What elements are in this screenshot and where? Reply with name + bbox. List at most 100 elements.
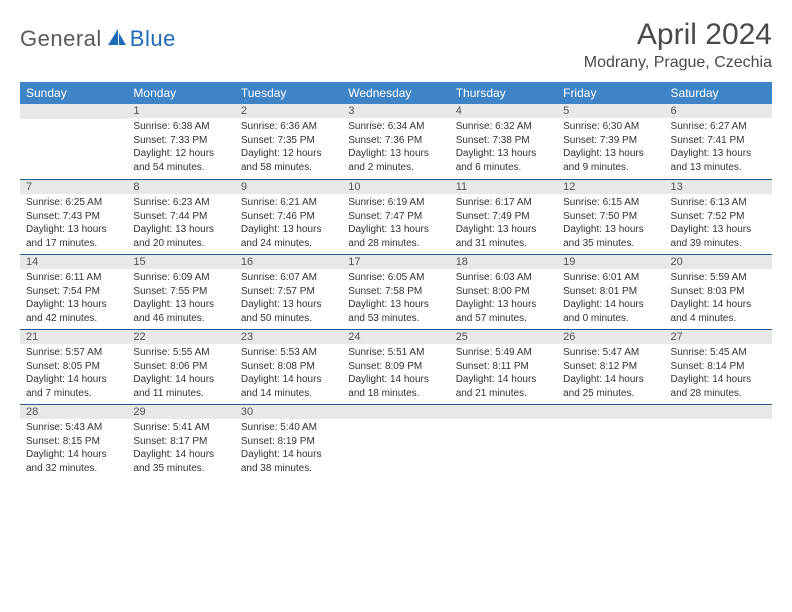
sunrise-text: Sunrise: 6:15 AM — [563, 196, 658, 210]
logo-text-blue: Blue — [130, 26, 176, 52]
sun-info: Sunrise: 5:59 AMSunset: 8:03 PMDaylight:… — [665, 269, 772, 329]
daylight-text: Daylight: 12 hours and 54 minutes. — [133, 147, 228, 174]
calendar-header-row: SundayMondayTuesdayWednesdayThursdayFrid… — [20, 82, 772, 104]
daylight-text: Daylight: 13 hours and 13 minutes. — [671, 147, 766, 174]
calendar-cell: 10Sunrise: 6:19 AMSunset: 7:47 PMDayligh… — [342, 179, 449, 254]
header: General Blue April 2024 Modrany, Prague,… — [20, 18, 772, 72]
sunset-text: Sunset: 8:17 PM — [133, 435, 228, 449]
calendar-cell: 27Sunrise: 5:45 AMSunset: 8:14 PMDayligh… — [665, 329, 772, 404]
sun-info: Sunrise: 5:40 AMSunset: 8:19 PMDaylight:… — [235, 419, 342, 479]
sunset-text: Sunset: 7:49 PM — [456, 210, 551, 224]
daylight-text: Daylight: 14 hours and 25 minutes. — [563, 373, 658, 400]
calendar-table: SundayMondayTuesdayWednesdayThursdayFrid… — [20, 82, 772, 479]
sun-info: Sunrise: 5:43 AMSunset: 8:15 PMDaylight:… — [20, 419, 127, 479]
weekday-header: Sunday — [20, 82, 127, 104]
daylight-text: Daylight: 13 hours and 6 minutes. — [456, 147, 551, 174]
day-number: 20 — [665, 254, 772, 269]
sun-info: Sunrise: 6:30 AMSunset: 7:39 PMDaylight:… — [557, 118, 664, 178]
calendar-week-row: 28Sunrise: 5:43 AMSunset: 8:15 PMDayligh… — [20, 404, 772, 479]
sun-info: Sunrise: 5:53 AMSunset: 8:08 PMDaylight:… — [235, 344, 342, 404]
day-number: 7 — [20, 179, 127, 194]
day-number — [450, 404, 557, 419]
sun-info: Sunrise: 5:41 AMSunset: 8:17 PMDaylight:… — [127, 419, 234, 479]
sunrise-text: Sunrise: 6:11 AM — [26, 271, 121, 285]
sunset-text: Sunset: 7:46 PM — [241, 210, 336, 224]
daylight-text: Daylight: 14 hours and 14 minutes. — [241, 373, 336, 400]
calendar-cell: 3Sunrise: 6:34 AMSunset: 7:36 PMDaylight… — [342, 104, 449, 179]
sunset-text: Sunset: 8:09 PM — [348, 360, 443, 374]
calendar-cell: 13Sunrise: 6:13 AMSunset: 7:52 PMDayligh… — [665, 179, 772, 254]
sun-info: Sunrise: 6:21 AMSunset: 7:46 PMDaylight:… — [235, 194, 342, 254]
empty-info — [557, 419, 664, 479]
day-number: 30 — [235, 404, 342, 419]
page-title: April 2024 — [584, 18, 772, 52]
daylight-text: Daylight: 13 hours and 50 minutes. — [241, 298, 336, 325]
calendar-cell: 20Sunrise: 5:59 AMSunset: 8:03 PMDayligh… — [665, 254, 772, 329]
daylight-text: Daylight: 13 hours and 24 minutes. — [241, 223, 336, 250]
sun-info: Sunrise: 6:27 AMSunset: 7:41 PMDaylight:… — [665, 118, 772, 178]
calendar-cell: 4Sunrise: 6:32 AMSunset: 7:38 PMDaylight… — [450, 104, 557, 179]
calendar-cell: 28Sunrise: 5:43 AMSunset: 8:15 PMDayligh… — [20, 404, 127, 479]
sunrise-text: Sunrise: 5:40 AM — [241, 421, 336, 435]
calendar-cell: 26Sunrise: 5:47 AMSunset: 8:12 PMDayligh… — [557, 329, 664, 404]
day-number: 25 — [450, 329, 557, 344]
sunset-text: Sunset: 7:38 PM — [456, 134, 551, 148]
day-number: 21 — [20, 329, 127, 344]
sunrise-text: Sunrise: 6:19 AM — [348, 196, 443, 210]
day-number: 16 — [235, 254, 342, 269]
daylight-text: Daylight: 13 hours and 20 minutes. — [133, 223, 228, 250]
sunset-text: Sunset: 8:06 PM — [133, 360, 228, 374]
sunrise-text: Sunrise: 6:34 AM — [348, 120, 443, 134]
daylight-text: Daylight: 14 hours and 4 minutes. — [671, 298, 766, 325]
daylight-text: Daylight: 13 hours and 39 minutes. — [671, 223, 766, 250]
day-number: 17 — [342, 254, 449, 269]
day-number: 6 — [665, 104, 772, 118]
sun-info: Sunrise: 5:45 AMSunset: 8:14 PMDaylight:… — [665, 344, 772, 404]
calendar-cell: 30Sunrise: 5:40 AMSunset: 8:19 PMDayligh… — [235, 404, 342, 479]
sunrise-text: Sunrise: 6:09 AM — [133, 271, 228, 285]
day-number: 13 — [665, 179, 772, 194]
daylight-text: Daylight: 14 hours and 35 minutes. — [133, 448, 228, 475]
sunrise-text: Sunrise: 6:38 AM — [133, 120, 228, 134]
weekday-header: Friday — [557, 82, 664, 104]
day-number: 4 — [450, 104, 557, 118]
sun-info: Sunrise: 6:05 AMSunset: 7:58 PMDaylight:… — [342, 269, 449, 329]
day-number: 10 — [342, 179, 449, 194]
sunset-text: Sunset: 7:52 PM — [671, 210, 766, 224]
calendar-cell: 14Sunrise: 6:11 AMSunset: 7:54 PMDayligh… — [20, 254, 127, 329]
calendar-cell: 19Sunrise: 6:01 AMSunset: 8:01 PMDayligh… — [557, 254, 664, 329]
sunset-text: Sunset: 7:47 PM — [348, 210, 443, 224]
daylight-text: Daylight: 13 hours and 9 minutes. — [563, 147, 658, 174]
daylight-text: Daylight: 13 hours and 42 minutes. — [26, 298, 121, 325]
sun-info: Sunrise: 5:55 AMSunset: 8:06 PMDaylight:… — [127, 344, 234, 404]
empty-info — [665, 419, 772, 479]
sunrise-text: Sunrise: 6:07 AM — [241, 271, 336, 285]
calendar-cell: 11Sunrise: 6:17 AMSunset: 7:49 PMDayligh… — [450, 179, 557, 254]
sunset-text: Sunset: 7:39 PM — [563, 134, 658, 148]
daylight-text: Daylight: 12 hours and 58 minutes. — [241, 147, 336, 174]
sunrise-text: Sunrise: 6:01 AM — [563, 271, 658, 285]
calendar-cell: 15Sunrise: 6:09 AMSunset: 7:55 PMDayligh… — [127, 254, 234, 329]
calendar-cell: 21Sunrise: 5:57 AMSunset: 8:05 PMDayligh… — [20, 329, 127, 404]
daylight-text: Daylight: 14 hours and 18 minutes. — [348, 373, 443, 400]
sun-info: Sunrise: 6:36 AMSunset: 7:35 PMDaylight:… — [235, 118, 342, 178]
sunset-text: Sunset: 8:11 PM — [456, 360, 551, 374]
sunrise-text: Sunrise: 5:41 AM — [133, 421, 228, 435]
sun-info: Sunrise: 6:01 AMSunset: 8:01 PMDaylight:… — [557, 269, 664, 329]
sunset-text: Sunset: 8:08 PM — [241, 360, 336, 374]
sunrise-text: Sunrise: 6:03 AM — [456, 271, 551, 285]
sunset-text: Sunset: 8:03 PM — [671, 285, 766, 299]
day-number: 14 — [20, 254, 127, 269]
daylight-text: Daylight: 14 hours and 38 minutes. — [241, 448, 336, 475]
calendar-cell: 5Sunrise: 6:30 AMSunset: 7:39 PMDaylight… — [557, 104, 664, 179]
sunset-text: Sunset: 8:14 PM — [671, 360, 766, 374]
sail-icon — [106, 27, 128, 52]
calendar-cell — [20, 104, 127, 179]
sunset-text: Sunset: 7:44 PM — [133, 210, 228, 224]
sun-info: Sunrise: 6:15 AMSunset: 7:50 PMDaylight:… — [557, 194, 664, 254]
sunset-text: Sunset: 7:55 PM — [133, 285, 228, 299]
sun-info: Sunrise: 6:13 AMSunset: 7:52 PMDaylight:… — [665, 194, 772, 254]
day-number: 9 — [235, 179, 342, 194]
sun-info: Sunrise: 6:03 AMSunset: 8:00 PMDaylight:… — [450, 269, 557, 329]
calendar-cell — [557, 404, 664, 479]
